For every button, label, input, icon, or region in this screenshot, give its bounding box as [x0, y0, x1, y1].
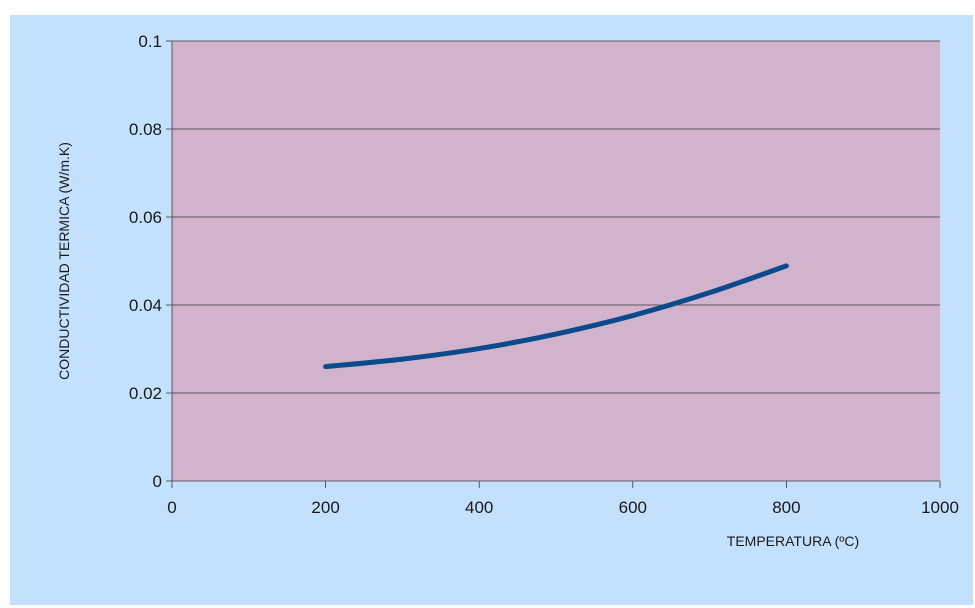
- series-line: [323, 263, 789, 370]
- x-tick-labels: 0 200 400 600 800 1000: [167, 498, 959, 517]
- plot-area: [172, 41, 940, 481]
- series-group: [323, 263, 789, 370]
- y-tick-label: 0.04: [129, 296, 162, 315]
- y-axis-title: CONDUCTIVIDAD TERMICA (W/m.K): [56, 142, 72, 380]
- y-tick-label: 0.1: [138, 32, 162, 51]
- x-tick-label: 1000: [921, 498, 959, 517]
- gridlines: [166, 40, 940, 482]
- x-tick-label: 800: [772, 498, 800, 517]
- y-tick-label: 0.06: [129, 208, 162, 227]
- x-tick-label: 400: [465, 498, 493, 517]
- x-axis-title: TEMPERATURA (ºC): [727, 533, 859, 549]
- x-tick-label: 0: [167, 498, 176, 517]
- y-tick-label: 0.02: [129, 384, 162, 403]
- y-tick-labels: 0 0.02 0.04 0.06 0.08 0.1: [129, 32, 162, 491]
- y-tick-label: 0: [153, 472, 162, 491]
- x-tick-label: 600: [619, 498, 647, 517]
- y-tick-label: 0.08: [129, 120, 162, 139]
- axes: [171, 41, 941, 488]
- x-tick-label: 200: [311, 498, 339, 517]
